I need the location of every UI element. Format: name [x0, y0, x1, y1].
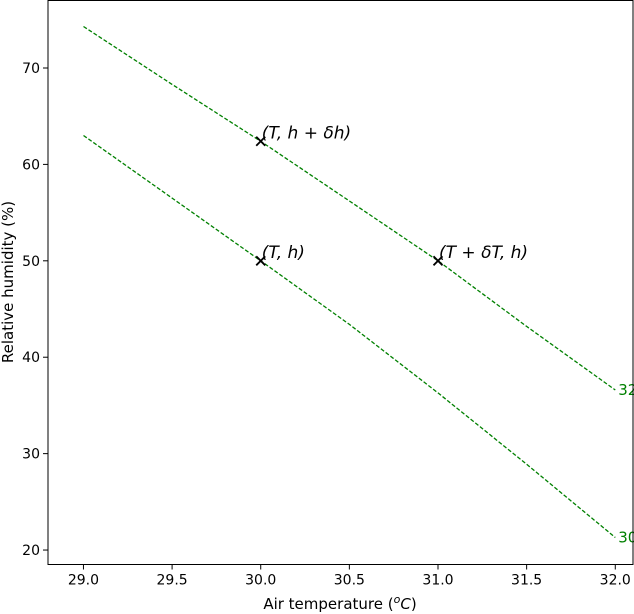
- y-axis-label: Relative humidity (%): [0, 201, 17, 363]
- y-tick-label: 70: [22, 61, 40, 77]
- x-axis-label: Air temperature (oC): [263, 593, 416, 613]
- series-line-32: [83, 25, 616, 391]
- x-tick-label: 30.5: [334, 573, 365, 589]
- y-tick-label: 40: [22, 350, 40, 366]
- point-label-0: (T, h + δh): [262, 123, 351, 143]
- point-marker-0: [255, 136, 266, 147]
- x-tick-label: 29.5: [157, 573, 188, 589]
- x-tick-label: 31.5: [511, 573, 542, 589]
- y-tick-label: 60: [22, 157, 40, 173]
- contour-lines: 32 30: [83, 25, 634, 547]
- x-axis-label-text: Air temperature: [263, 595, 383, 613]
- series-label-30: 30: [618, 529, 634, 547]
- x-axis-unit-base: C: [400, 595, 411, 613]
- plot-frame: [47, 0, 634, 565]
- x-axis-ticks: 29.0 29.5 30.0 30.5 31.0 31.5 32.0: [68, 564, 631, 589]
- y-tick-label: 50: [22, 254, 40, 270]
- x-tick-label: 30.0: [245, 573, 276, 589]
- series-label-32: 32: [618, 381, 634, 399]
- y-tick-label: 30: [22, 447, 40, 463]
- x-tick-label: 32.0: [600, 573, 631, 589]
- x-axis-unit-sup: o: [394, 593, 401, 606]
- marked-points: (T, h + δh) (T, h) (T + δT, h): [255, 123, 528, 266]
- point-label-1: (T, h): [262, 243, 305, 263]
- y-axis-ticks: 20 30 40 50 60 70: [22, 61, 48, 559]
- y-tick-label: 20: [22, 543, 40, 559]
- point-marker-1: [255, 255, 266, 266]
- point-label-2: (T + δT, h): [439, 243, 528, 263]
- point-marker-2: [432, 255, 444, 266]
- x-tick-label: 31.0: [422, 573, 453, 589]
- x-tick-label: 29.0: [68, 573, 99, 589]
- series-line-30: [83, 134, 616, 539]
